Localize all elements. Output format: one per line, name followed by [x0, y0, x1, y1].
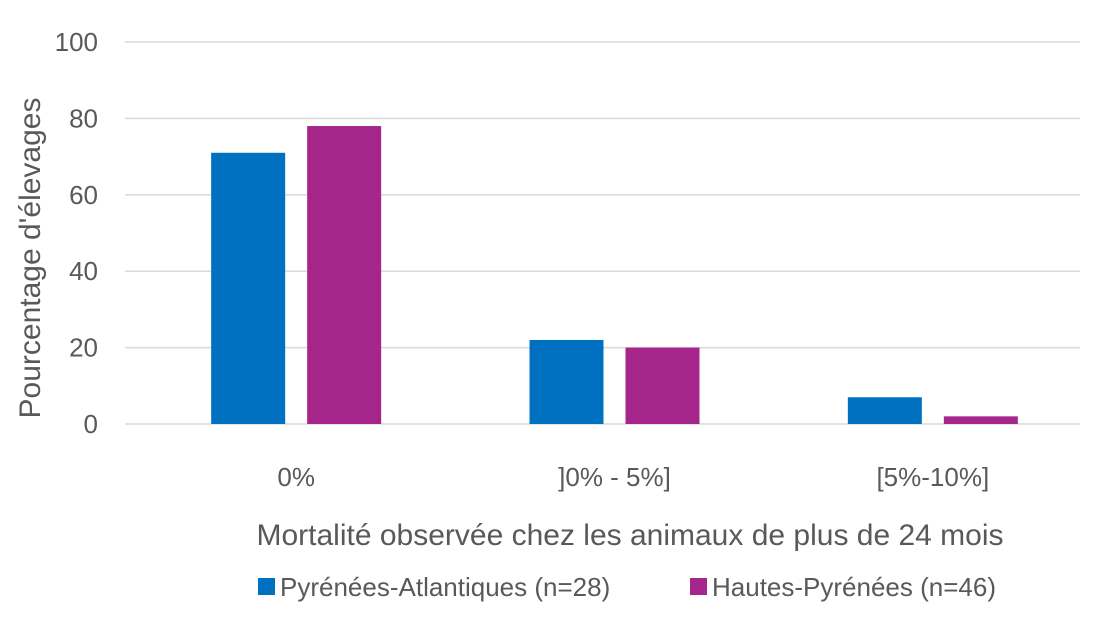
bars	[211, 126, 1018, 424]
bar	[847, 397, 922, 424]
y-tick-label: 80	[69, 103, 98, 133]
y-tick-label: 60	[69, 180, 98, 210]
x-axis-title: Mortalité observée chez les animaux de p…	[256, 519, 1003, 552]
y-tick-label: 0	[84, 409, 98, 439]
bar	[625, 347, 700, 424]
bar	[211, 152, 286, 424]
x-tick-label: ]0% - 5%]	[558, 462, 671, 492]
legend-label: Pyrénées-Atlantiques (n=28)	[280, 572, 610, 602]
legend: Pyrénées-Atlantiques (n=28) Hautes-Pyréné…	[258, 572, 996, 602]
legend-swatch	[258, 578, 275, 595]
x-axis-ticks: 0% ]0% - 5%] [5%-10%]	[277, 462, 989, 492]
y-axis-title: Pourcentage d'élevages	[14, 98, 47, 419]
y-axis-ticks: 0 20 40 60 80 100	[55, 27, 98, 439]
y-tick-label: 40	[69, 256, 98, 286]
legend-swatch	[690, 578, 707, 595]
x-tick-label: [5%-10%]	[876, 462, 989, 492]
legend-label: Hautes-Pyrénées (n=46)	[712, 572, 996, 602]
bar	[529, 339, 604, 424]
bar	[307, 126, 382, 424]
x-tick-label: 0%	[277, 462, 315, 492]
y-tick-label: 20	[69, 333, 98, 363]
bar	[943, 416, 1018, 424]
y-tick-label: 100	[55, 27, 98, 57]
